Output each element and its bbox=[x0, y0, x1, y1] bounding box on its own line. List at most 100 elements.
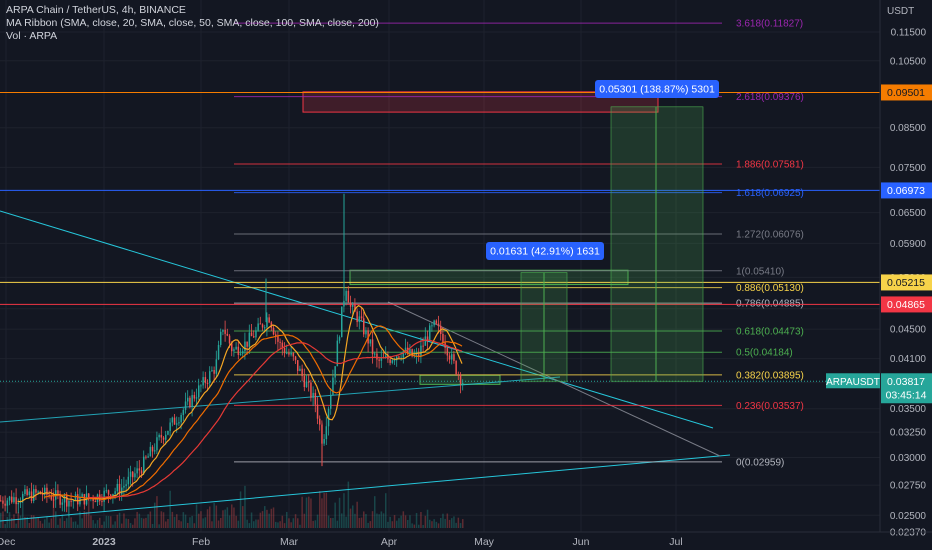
candle-body bbox=[136, 468, 138, 474]
volume-bar bbox=[352, 505, 354, 528]
volume-bar bbox=[57, 524, 59, 528]
volume-bar bbox=[358, 517, 361, 528]
volume-bar bbox=[134, 518, 136, 528]
volume-bar bbox=[85, 512, 88, 528]
candle-body bbox=[349, 302, 352, 307]
candle-body bbox=[341, 306, 343, 338]
ticker-symbol-tag bbox=[826, 373, 880, 389]
volume-bar bbox=[81, 518, 83, 528]
candle-body bbox=[77, 494, 79, 505]
volume-bar bbox=[107, 515, 110, 528]
candle-body bbox=[189, 397, 191, 408]
candle-body bbox=[310, 382, 312, 398]
volume-bar bbox=[451, 518, 453, 528]
candle-body bbox=[391, 360, 394, 363]
candle-body bbox=[169, 422, 171, 431]
trendline-up bbox=[0, 454, 731, 522]
volume-bar bbox=[88, 496, 90, 528]
trendline-support bbox=[0, 376, 561, 423]
candle-body bbox=[415, 354, 418, 356]
volume-bar bbox=[6, 516, 9, 528]
volume-bar bbox=[237, 520, 240, 528]
candle-body bbox=[149, 446, 152, 457]
measure-tooltip-text: 0.01631 (42.91%) 1631 bbox=[490, 246, 600, 258]
volume-bar bbox=[74, 521, 77, 528]
candle-body bbox=[431, 325, 433, 327]
volume-bar bbox=[171, 511, 174, 528]
volume-bar bbox=[424, 515, 427, 528]
volume-legend[interactable]: Vol · ARPA bbox=[6, 30, 58, 42]
candle-body bbox=[182, 409, 185, 415]
volume-bar bbox=[259, 512, 262, 528]
last-price: 0.03817 bbox=[887, 376, 925, 388]
candle-body bbox=[202, 377, 204, 386]
volume-bar bbox=[191, 515, 193, 528]
volume-bar bbox=[156, 496, 158, 528]
volume-bar bbox=[138, 513, 141, 528]
volume-bar bbox=[448, 519, 451, 528]
candle-body bbox=[453, 354, 455, 361]
volume-bar bbox=[334, 502, 336, 528]
candle-body bbox=[0, 500, 2, 502]
candle-body bbox=[147, 456, 149, 458]
volume-bar bbox=[198, 513, 200, 528]
volume-bar bbox=[382, 513, 385, 528]
candle-body bbox=[250, 332, 253, 337]
candle-body bbox=[41, 494, 44, 496]
volume-bar bbox=[378, 514, 380, 528]
candle-body bbox=[279, 341, 281, 343]
candle-body bbox=[103, 490, 105, 502]
candle-body bbox=[165, 434, 167, 440]
volume-bar bbox=[33, 515, 35, 528]
price-tick-label: 0.06500 bbox=[890, 208, 927, 219]
volume-bar bbox=[15, 523, 17, 528]
candle-body bbox=[244, 341, 246, 352]
candle-body bbox=[125, 484, 127, 486]
volume-bar bbox=[250, 512, 253, 528]
candle-body bbox=[422, 345, 424, 347]
candle-body bbox=[420, 345, 422, 357]
volume-bar bbox=[209, 506, 211, 528]
volume-bar bbox=[195, 504, 198, 528]
price-tick-label: 0.10500 bbox=[890, 56, 927, 67]
time-tick-label: May bbox=[474, 536, 495, 548]
volume-bar bbox=[211, 521, 213, 528]
volume-bar bbox=[429, 519, 431, 528]
volume-bar bbox=[387, 521, 389, 528]
volume-bar bbox=[226, 507, 229, 528]
candle-body bbox=[222, 329, 224, 332]
candle-body bbox=[226, 333, 229, 336]
volume-bar bbox=[365, 514, 367, 528]
candle-body bbox=[319, 418, 321, 425]
measure-tooltip-box bbox=[486, 242, 604, 260]
volume-bar bbox=[391, 521, 394, 528]
candle-body bbox=[303, 376, 306, 388]
candle-body bbox=[281, 342, 284, 348]
volume-bar bbox=[239, 491, 242, 528]
volume-bar bbox=[396, 520, 398, 528]
candle-body bbox=[132, 471, 134, 478]
candle-body bbox=[116, 483, 119, 492]
volume-bar bbox=[440, 517, 442, 528]
candle-body bbox=[191, 395, 193, 408]
volume-bar bbox=[338, 497, 341, 528]
candle-body bbox=[48, 494, 50, 496]
candle-body bbox=[290, 352, 292, 355]
symbol-title[interactable]: ARPA Chain / TetherUS, 4h, BINANCE bbox=[6, 4, 186, 16]
volume-bar bbox=[217, 520, 220, 528]
candle-body bbox=[369, 339, 372, 344]
volume-bar bbox=[46, 516, 48, 528]
ma-ribbon-legend[interactable]: MA Ribbon (SMA, close, 20, SMA, close, 5… bbox=[6, 17, 379, 29]
candle-body bbox=[363, 318, 365, 335]
time-tick-label: Feb bbox=[192, 536, 210, 548]
volume-bar bbox=[299, 524, 301, 528]
candle-body bbox=[402, 351, 405, 358]
candle-body bbox=[15, 497, 17, 505]
volume-bar bbox=[385, 493, 387, 528]
volume-bar bbox=[92, 520, 94, 528]
volume-bar bbox=[321, 498, 323, 528]
volume-bar bbox=[132, 524, 134, 528]
candle-body bbox=[457, 374, 460, 376]
